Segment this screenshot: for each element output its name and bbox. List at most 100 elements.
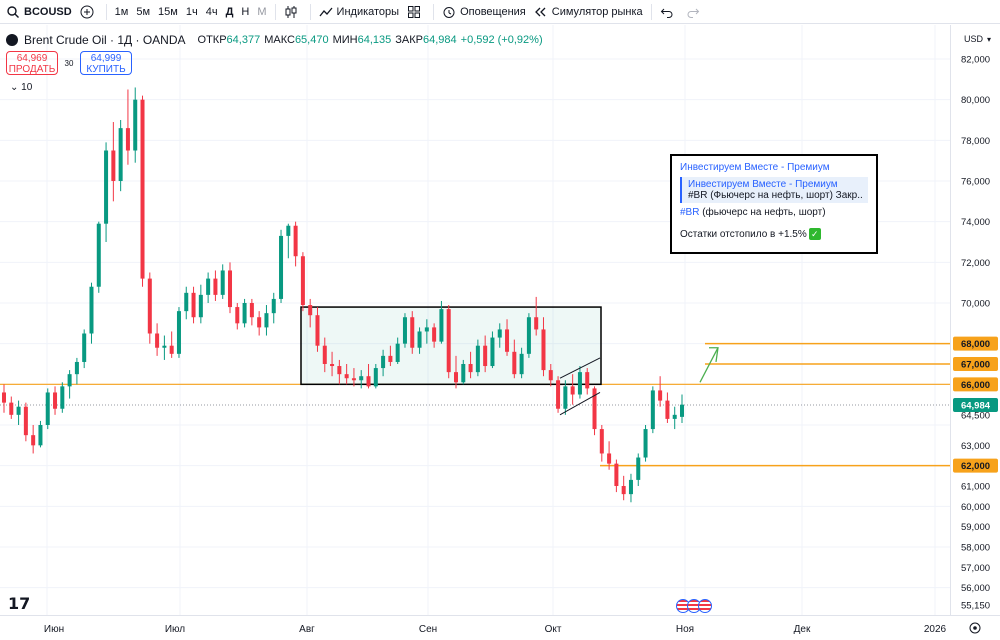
close-value: 64,984	[423, 34, 457, 46]
replay-button[interactable]: Симулятор рынка	[530, 0, 647, 24]
sell-label: ПРОДАТЬ	[8, 64, 56, 75]
interval-15m[interactable]: 15м	[158, 5, 178, 18]
change-value: +0,592 (+0,92%)	[460, 34, 543, 46]
candle-body	[366, 376, 371, 387]
interval-day[interactable]: Д	[225, 5, 234, 18]
price-scale[interactable]: USD ▾ 82,000 80,000 78,000 76,000 74,000 72,000…	[950, 25, 1000, 615]
chart-type-button[interactable]	[280, 0, 306, 24]
high-value: 65,470	[294, 34, 329, 46]
redo-icon	[687, 8, 699, 18]
candle-body	[351, 378, 356, 381]
check-mark-icon: ✓	[808, 228, 821, 240]
candle-body	[453, 372, 459, 383]
candle-body	[461, 364, 466, 383]
candle-body	[614, 463, 619, 486]
compare-button[interactable]	[76, 0, 102, 24]
time-scale-axis[interactable]: Июн Июл Авг Сен Окт Ноя Дек 2026	[0, 616, 1000, 640]
price-scale-axis[interactable]: USD ▾ 82,000 80,000 78,000 76,000 74,000 72,000…	[951, 25, 1000, 615]
indicators-button[interactable]: Индикаторы	[315, 0, 404, 24]
sell-price: 64,969	[16, 53, 48, 64]
interval-1m[interactable]: 1м	[114, 5, 129, 18]
overlay-note: Остатки отстопило в +1.5% ✓	[680, 228, 868, 240]
candle-body	[155, 333, 160, 348]
candle-body	[242, 303, 247, 324]
candle-body	[395, 343, 400, 362]
undo-button[interactable]	[656, 0, 682, 24]
candle-body	[169, 345, 174, 354]
overlay-header: Инвестируем Вместе - Премиум	[680, 162, 830, 173]
overlay-note-text: Остатки отстопило в +1.5%	[680, 228, 807, 240]
interval-month[interactable]: М	[257, 5, 267, 18]
alerts-button[interactable]: Оповещения	[438, 0, 530, 24]
indicators-label: Индикаторы	[336, 5, 400, 18]
candle-body	[599, 429, 604, 454]
interval-1h[interactable]: 1ч	[185, 5, 198, 18]
indicators-collapse-toggle[interactable]: ⌄ 10	[6, 82, 37, 96]
price-level-badge	[953, 336, 998, 351]
price-tick-label: 82,000	[961, 55, 990, 66]
candle-body	[38, 425, 43, 446]
toolbar-divider	[274, 3, 276, 20]
candle-body	[483, 345, 488, 367]
events-flags[interactable]	[676, 599, 712, 613]
chevron-down-icon: ⌄	[10, 82, 19, 93]
redo-button[interactable]	[682, 0, 708, 24]
candle-body	[446, 309, 451, 373]
candle-body	[679, 404, 685, 417]
candle-body	[89, 286, 94, 334]
price-tick-label: 55,150	[961, 600, 990, 611]
time-tick-label: Авг	[299, 624, 315, 635]
symbol-search[interactable]: BCOUSD	[0, 0, 76, 24]
candle-body	[23, 406, 28, 436]
price-tick-label: 57,000	[961, 563, 990, 574]
buy-button[interactable]: 64,999 КУПИТЬ	[80, 51, 132, 75]
candle-body	[519, 353, 524, 375]
candle-body	[53, 392, 58, 409]
settings-gear-center	[973, 626, 977, 630]
spread-value: 30	[64, 58, 74, 68]
time-tick-label: Ноя	[676, 624, 694, 635]
price-tick-label: 60,000	[961, 502, 990, 513]
candle-body	[556, 380, 561, 409]
candle-body	[621, 486, 626, 495]
currency-dropdown-icon: ▾	[987, 35, 991, 44]
sell-button[interactable]: 64,969 ПРОДАТЬ	[6, 51, 58, 75]
candle-body	[468, 364, 473, 373]
interval-4h[interactable]: 4ч	[205, 5, 218, 18]
rewind-icon	[534, 7, 546, 16]
candle-body	[665, 400, 670, 419]
replay-label: Симулятор рынка	[551, 5, 643, 18]
layouts-button[interactable]	[403, 0, 429, 24]
candle-body	[82, 333, 87, 362]
trade-panel: 64,969 ПРОДАТЬ 30 64,999 КУПИТЬ	[6, 51, 132, 75]
indicators-icon	[319, 7, 333, 16]
time-scale[interactable]: Июн Июл Авг Сен Окт Ноя Дек 2026	[0, 615, 1000, 640]
projection-arrow-line	[699, 347, 719, 383]
price-level-label: 67,000	[961, 360, 990, 371]
candle-body	[650, 390, 655, 430]
interval-5m[interactable]: 5м	[136, 5, 151, 18]
time-tick-label: Дек	[794, 624, 811, 635]
alerts-label: Оповещения	[460, 5, 526, 18]
candle-body	[16, 406, 21, 415]
chart-pane[interactable]	[0, 25, 950, 615]
candle-body	[235, 307, 240, 324]
us-flag-icon[interactable]	[698, 599, 712, 613]
price-tick-label: 58,000	[961, 543, 990, 554]
candle-body	[60, 386, 65, 409]
quote-text: #BR (Фьючерс на нефть, шорт) Закр...	[688, 190, 862, 201]
price-tick-label: 72,000	[961, 258, 990, 269]
price-chart[interactable]	[0, 25, 950, 615]
candle-body	[534, 317, 539, 330]
buy-price: 64,999	[90, 53, 122, 64]
interval-week[interactable]: Н	[241, 5, 250, 18]
candle-body	[191, 292, 196, 318]
candle-body	[541, 329, 546, 371]
candle-body	[490, 337, 495, 367]
channel-upper-line	[559, 357, 601, 379]
candle-body	[672, 414, 677, 419]
symbol-logo-icon	[6, 34, 18, 46]
candle-body	[213, 278, 218, 295]
time-tick-label: Июн	[44, 624, 64, 635]
plus-circle-icon	[80, 5, 94, 18]
